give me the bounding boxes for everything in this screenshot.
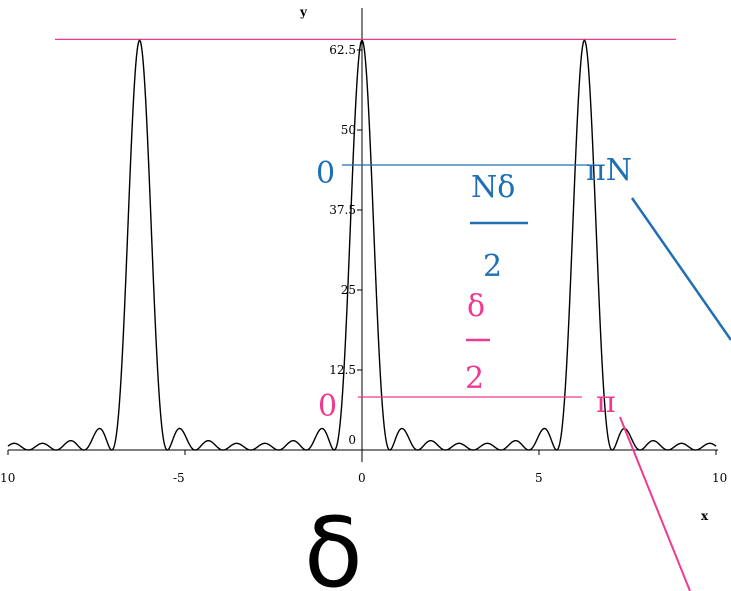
x-tick-label: 0 <box>358 471 366 485</box>
y-tick-label: 0 <box>348 433 356 447</box>
x-tick-label: -5 <box>173 471 185 485</box>
x-tick-label: 10 <box>712 471 727 485</box>
pink-right-label: π <box>596 385 616 420</box>
y-axis-title: y <box>299 5 308 19</box>
x-ticks: -10 -5 0 5 10 <box>0 450 727 485</box>
delta-symbol: δ <box>304 497 363 591</box>
x-tick-label: -10 <box>0 471 15 485</box>
pink-fraction-denominator: 2 <box>465 361 484 396</box>
pink-pointer-line <box>619 416 691 591</box>
blue-pointer-line <box>630 197 731 341</box>
y-tick-label: 62.5 <box>329 43 356 57</box>
blue-right-label: πN <box>586 153 632 188</box>
y-tick-label: 12.5 <box>329 363 356 377</box>
y-tick-label: 50 <box>341 123 356 137</box>
blue-left-label: 0 <box>316 156 335 191</box>
pink-fraction-numerator: δ <box>467 289 485 324</box>
blue-fraction-numerator: Nδ <box>471 170 515 205</box>
intensity-curve <box>7 39 717 451</box>
blue-fraction-denominator: 2 <box>483 249 502 284</box>
y-tick-label: 37.5 <box>329 203 356 217</box>
pink-left-label: 0 <box>318 389 337 424</box>
x-axis-title: x <box>701 509 709 523</box>
x-tick-label: 5 <box>535 471 543 485</box>
